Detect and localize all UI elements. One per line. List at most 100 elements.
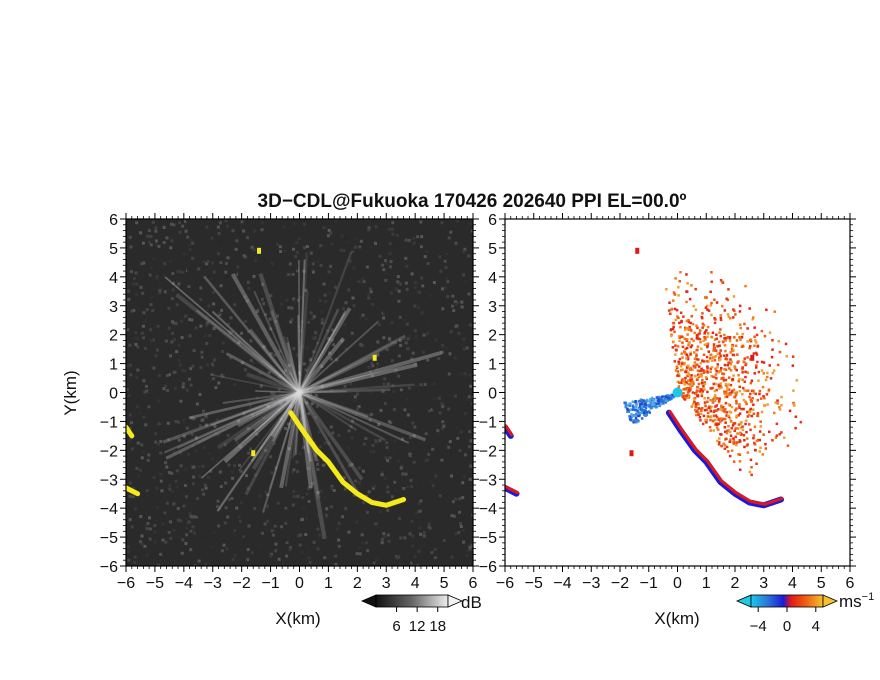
velocity-pixel [738, 389, 742, 393]
radial-echo-ray [297, 392, 321, 499]
velocity-pixel [738, 453, 742, 456]
radial-echo-ray [298, 391, 386, 442]
velocity-pixel [710, 359, 714, 362]
noise-pixel [146, 458, 150, 462]
noise-pixel [272, 533, 275, 537]
noise-pixel [232, 338, 236, 342]
velocity-echo-dot [750, 354, 755, 361]
noise-pixel [344, 382, 348, 386]
velocity-pixel [704, 306, 708, 309]
noise-pixel [140, 443, 144, 447]
noise-pixel [188, 247, 192, 251]
radial-echo-ray [269, 310, 302, 394]
noise-pixel [469, 464, 473, 468]
velocity-pixel [715, 377, 718, 380]
radial-echo-ray [298, 334, 406, 394]
radial-echo-ray [297, 392, 327, 540]
velocity-pixel [684, 347, 687, 351]
velocity-pixel [752, 408, 755, 411]
noise-pixel [309, 514, 313, 518]
noise-pixel [328, 291, 332, 295]
noise-pixel [316, 341, 319, 345]
velocity-pixel [700, 388, 703, 391]
noise-pixel [240, 501, 243, 505]
noise-pixel [142, 450, 146, 454]
noise-pixel [460, 300, 464, 304]
velocity-pixel [703, 336, 707, 340]
noise-pixel [369, 391, 373, 395]
noise-pixel [351, 296, 355, 300]
velocity-pixel [762, 372, 765, 375]
noise-pixel [240, 361, 244, 365]
noise-pixel [163, 262, 167, 266]
noise-pixel [202, 412, 206, 416]
velocity-pixel [680, 320, 683, 324]
noise-pixel [205, 341, 209, 345]
noise-pixel [267, 371, 271, 375]
velocity-pixel [730, 449, 734, 452]
noise-pixel [273, 353, 277, 357]
noise-pixel [377, 334, 381, 338]
noise-pixel [291, 455, 295, 459]
noise-pixel [394, 508, 398, 512]
velocity-pixel [724, 349, 727, 353]
velocity-pixel [732, 442, 735, 445]
velocity-pixel [705, 408, 709, 411]
noise-pixel [278, 375, 282, 378]
noise-pixel [327, 337, 331, 340]
noise-pixel [237, 515, 241, 519]
velocity-pixel [735, 332, 739, 335]
velocity-pixel [682, 392, 685, 395]
noise-pixel [467, 445, 471, 449]
noise-pixel [428, 526, 432, 530]
noise-pixel [129, 245, 133, 249]
noise-pixel [136, 337, 139, 341]
velocity-pixel [778, 406, 781, 409]
noise-pixel [397, 354, 401, 358]
velocity-pixel [702, 360, 705, 363]
velocity-pixel [715, 409, 718, 413]
noise-pixel [344, 301, 348, 305]
noise-pixel [399, 343, 403, 347]
velocity-pixel [741, 366, 744, 369]
velocity-pixel [752, 391, 755, 395]
noise-pixel [290, 318, 294, 322]
velocity-pixel [692, 304, 696, 308]
noise-pixel [216, 433, 220, 437]
velocity-pixel [724, 339, 727, 342]
noise-pixel [315, 514, 319, 518]
noise-pixel [203, 563, 207, 566]
noise-pixel [200, 488, 204, 492]
velocity-pixel [680, 379, 684, 382]
noise-pixel [240, 331, 244, 335]
velocity-pixel [700, 381, 704, 385]
noise-pixel [426, 332, 430, 336]
noise-pixel [394, 371, 398, 374]
noise-pixel [402, 319, 406, 323]
velocity-pixel [725, 414, 728, 417]
noise-pixel [263, 510, 267, 514]
noise-pixel [184, 516, 188, 520]
noise-pixel [163, 511, 167, 515]
noise-pixel [399, 406, 403, 410]
velocity-pixel [714, 414, 718, 417]
velocity-pixel [732, 437, 735, 440]
noise-pixel [329, 365, 333, 369]
noise-pixel [391, 383, 395, 387]
velocity-pixel [690, 315, 693, 318]
noise-pixel [189, 529, 193, 533]
velocity-pixel [691, 391, 695, 394]
velocity-pixel [675, 348, 678, 352]
noise-pixel [202, 260, 206, 264]
noise-pixel [305, 542, 309, 546]
velocity-pixel [709, 387, 712, 390]
velocity-pixel [769, 377, 773, 380]
velocity-pixel [680, 362, 684, 365]
noise-pixel [467, 310, 471, 314]
noise-pixel [377, 330, 381, 333]
velocity-pixel [712, 356, 715, 359]
velocity-pixel [702, 414, 706, 418]
noise-pixel [292, 494, 296, 498]
noise-pixel [314, 415, 318, 419]
velocity-pixel [786, 444, 790, 447]
